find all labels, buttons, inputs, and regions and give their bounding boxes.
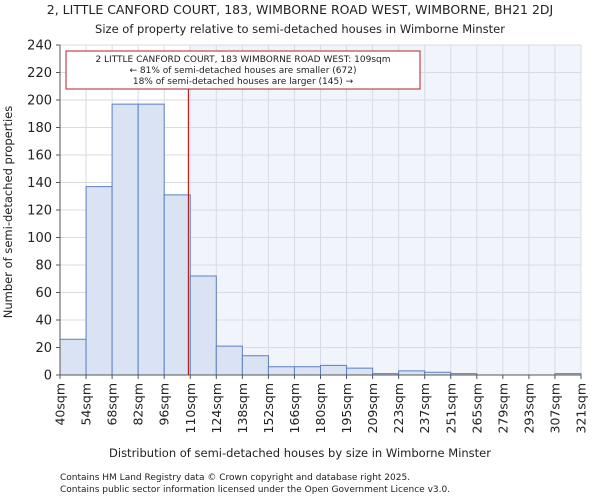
y-axis-label: Number of semi-detached properties	[1, 106, 15, 318]
bar	[398, 370, 426, 376]
x-tick-label: 138sqm	[235, 383, 250, 433]
bar	[137, 103, 165, 376]
bar	[346, 367, 374, 376]
x-tick-label: 166sqm	[287, 383, 302, 433]
y-tick-label: 100	[27, 231, 52, 246]
bar	[189, 275, 217, 376]
plot-area: 0 20 40 60 80 100 120 140 160 180 200 220 240 40sqm 54…	[27, 39, 588, 434]
x-tick-label: 223sqm	[391, 383, 406, 433]
y-tick-label: 0	[44, 369, 52, 384]
x-tick-label: 110sqm	[183, 383, 198, 433]
y-tick-label: 160	[27, 149, 52, 164]
chart-subtitle: Size of property relative to semi-detach…	[95, 22, 505, 36]
x-tick-label: 195sqm	[339, 383, 354, 433]
x-tick-label: 54sqm	[79, 383, 94, 426]
x-tick-label: 96sqm	[157, 383, 172, 426]
y-tick-label: 60	[35, 286, 52, 301]
x-tick-label: 293sqm	[521, 383, 536, 433]
bar	[59, 338, 87, 376]
footer-line-2: Contains public sector information licen…	[60, 485, 450, 495]
x-tick-label: 68sqm	[105, 383, 120, 426]
x-tick-label: 237sqm	[417, 383, 432, 433]
bar	[215, 345, 243, 376]
y-tick-label: 40	[35, 314, 52, 329]
y-tick-label: 80	[35, 259, 52, 274]
bar	[267, 366, 295, 376]
footer-line-1: Contains HM Land Registry data © Crown c…	[60, 473, 410, 483]
x-tick-label: 124sqm	[209, 383, 224, 433]
x-tick-label: 265sqm	[469, 383, 484, 433]
x-tick-label: 279sqm	[495, 383, 510, 433]
x-tick-label: 307sqm	[547, 383, 562, 433]
annotation-frame	[65, 50, 421, 90]
y-tick-label: 120	[27, 204, 52, 219]
x-tick-label: 152sqm	[261, 383, 276, 433]
chart-title: 2, LITTLE CANFORD COURT, 183, WIMBORNE R…	[47, 2, 553, 17]
y-tick-label: 180	[27, 121, 52, 136]
annotation-line-3: 18% of semi-detached houses are larger (…	[133, 77, 354, 87]
bar	[320, 364, 348, 376]
y-tick-label: 20	[35, 341, 52, 356]
x-tick-label: 251sqm	[443, 383, 458, 433]
bar	[163, 194, 191, 376]
annotation-line-2: ← 81% of semi-detached houses are smalle…	[130, 66, 357, 76]
bar	[241, 355, 269, 376]
x-tick-label: 82sqm	[131, 383, 146, 426]
x-tick-label: 321sqm	[574, 383, 589, 433]
x-axis-label: Distribution of semi-detached houses by …	[109, 446, 491, 460]
x-tick-label: 209sqm	[365, 383, 380, 433]
y-tick-label: 240	[27, 39, 52, 54]
annotation-line-1: 2 LITTLE CANFORD COURT, 183 WIMBORNE ROA…	[95, 55, 390, 65]
bar	[85, 186, 113, 376]
bar	[111, 103, 139, 376]
y-tick-label: 200	[27, 94, 52, 109]
x-tick-label: 40sqm	[53, 383, 68, 426]
annotation-box: 2 LITTLE CANFORD COURT, 183 WIMBORNE ROA…	[65, 50, 421, 90]
y-tick-label: 140	[27, 176, 52, 191]
y-tick-label: 220	[27, 66, 52, 81]
x-tick-label: 180sqm	[313, 383, 328, 433]
bar	[293, 366, 322, 376]
